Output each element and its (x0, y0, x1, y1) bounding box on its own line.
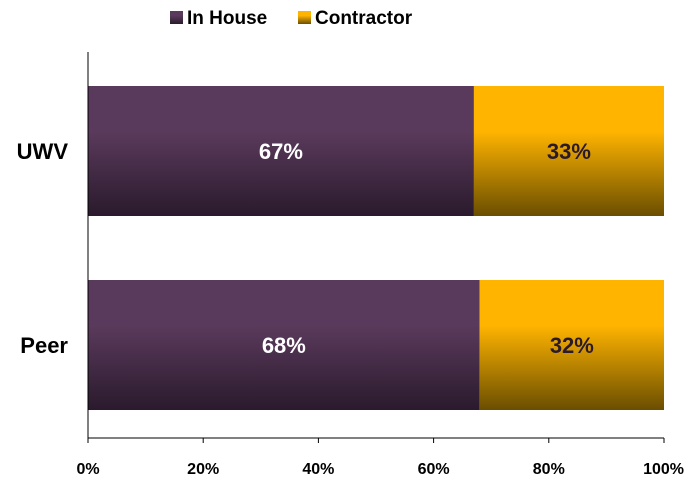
legend-swatch-1 (298, 11, 311, 24)
x-tick-label: 100% (643, 461, 684, 478)
legend-swatch-0 (170, 11, 183, 24)
bar-uwv-contractor (473, 86, 664, 216)
x-tick-label: 40% (302, 461, 334, 478)
data-label-peer-1: 32% (550, 333, 594, 358)
bar-peer-in-house (88, 280, 480, 410)
bar-uwv-in-house (88, 86, 474, 216)
x-tick-label: 80% (533, 461, 565, 478)
data-label-peer-0: 68% (262, 333, 306, 358)
legend-label-0: In House (187, 8, 267, 29)
bar-area: 67% 33% UWV 68% 32% Peer (17, 86, 664, 410)
x-tick-label: 60% (418, 461, 450, 478)
category-label-uwv: UWV (17, 139, 69, 164)
chart-legend: In House Contractor (170, 8, 413, 29)
axes: 0% 20% 40% 60% 80% 100% (76, 52, 684, 478)
x-tick-label: 0% (76, 461, 99, 478)
category-label-peer: Peer (20, 333, 68, 358)
bar-peer-contractor (479, 280, 664, 410)
data-label-uwv-1: 33% (547, 139, 591, 164)
x-tick-label: 20% (187, 461, 219, 478)
legend-label-1: Contractor (315, 8, 413, 29)
data-label-uwv-0: 67% (259, 139, 303, 164)
